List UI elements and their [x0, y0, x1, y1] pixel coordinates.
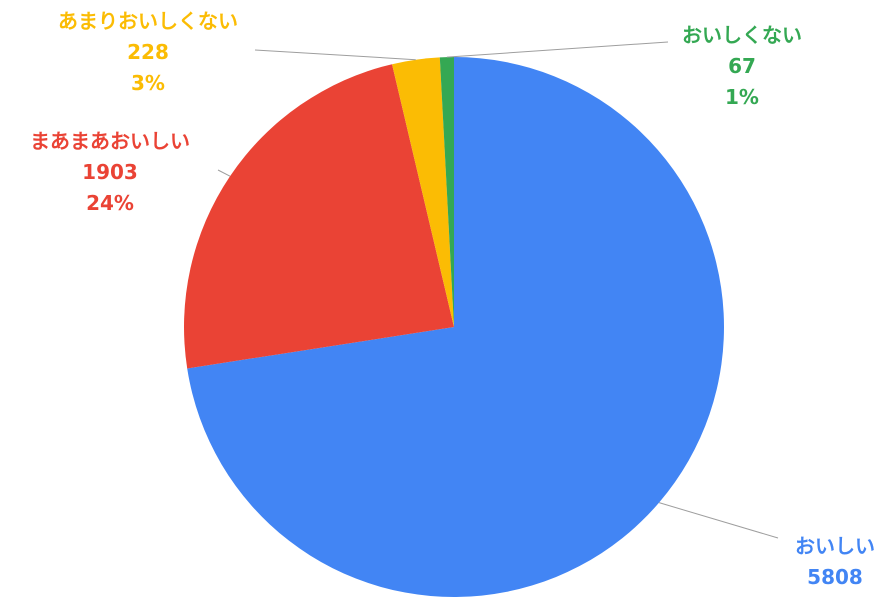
data-label-value-1: 1903	[82, 160, 138, 184]
leader-lines-layer	[217, 41, 779, 539]
leader-line-2	[254, 49, 416, 61]
data-labels-layer: おいしい580872%まあまあおいしい190324%あまりおいしくない2283%…	[30, 9, 875, 603]
data-label-value-0: 5808	[807, 565, 863, 589]
data-label-name-0: おいしい	[795, 534, 875, 558]
data-label-value-3: 67	[728, 54, 756, 78]
leader-line-1	[217, 169, 231, 177]
data-label-value-2: 228	[127, 40, 169, 64]
data-label-percent-1: 24%	[86, 191, 134, 215]
slices-layer	[184, 57, 725, 597]
data-label-name-3: おいしくない	[682, 23, 802, 47]
data-label-percent-3: 1%	[725, 85, 759, 109]
pie-slice-1	[184, 64, 454, 369]
leader-line-3	[446, 41, 669, 58]
pie-slice-3	[439, 57, 454, 327]
data-label-percent-2: 3%	[131, 71, 165, 95]
pie-slice-2	[392, 57, 454, 328]
data-label-name-2: あまりおいしくない	[58, 9, 238, 33]
data-label-name-1: まあまあおいしい	[30, 129, 190, 153]
pie-slice-0	[187, 57, 725, 597]
leader-line-0	[658, 502, 779, 539]
